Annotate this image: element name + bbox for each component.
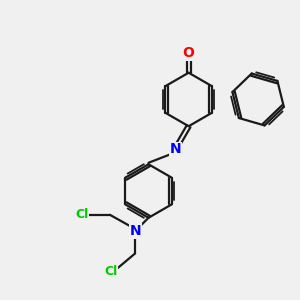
Text: Cl: Cl <box>104 265 117 278</box>
Text: O: O <box>183 46 195 60</box>
Text: N: N <box>169 142 181 156</box>
Text: N: N <box>129 224 141 238</box>
Text: Cl: Cl <box>75 208 88 221</box>
